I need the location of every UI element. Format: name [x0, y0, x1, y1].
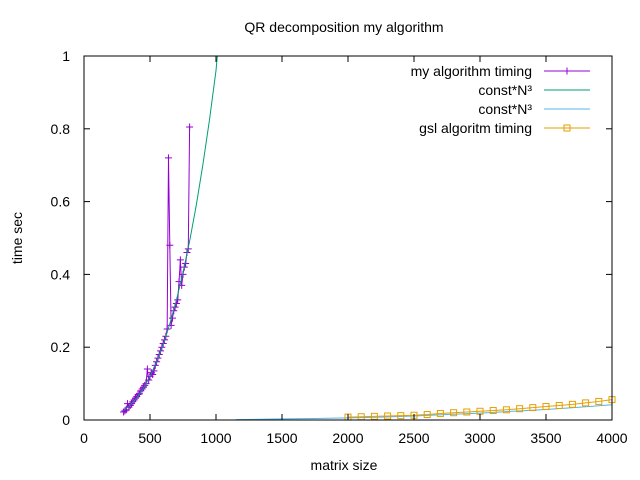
data-point [555, 401, 563, 409]
series-0 [120, 123, 194, 416]
x-tick-label: 3500 [530, 430, 561, 446]
x-axis: 0 500 1000 1500 2000 2500 3000 3500 4000 [80, 56, 628, 446]
y-axis: 0 0.2 0.4 0.6 0.8 1 [51, 48, 612, 428]
x-tick-label: 2500 [398, 430, 429, 446]
y-axis-label: time sec [9, 212, 25, 264]
data-point [134, 391, 142, 399]
data-point [164, 154, 172, 162]
x-tick-label: 0 [80, 430, 88, 446]
legend-marker [563, 67, 571, 75]
data-point [174, 296, 182, 304]
data-point [529, 404, 537, 412]
data-point [143, 365, 151, 373]
data-point [595, 397, 603, 405]
x-axis-label: matrix size [311, 457, 378, 473]
data-point [166, 241, 174, 249]
x-tick-label: 2000 [332, 430, 363, 446]
data-point [131, 394, 139, 402]
series-line [347, 399, 613, 418]
data-point [178, 281, 186, 289]
data-point [176, 256, 184, 264]
x-tick-label: 4000 [596, 430, 627, 446]
data-point [423, 411, 431, 419]
legend-label: gsl algoritm timing [419, 120, 532, 136]
data-point [450, 409, 458, 417]
data-point [125, 403, 133, 411]
data-point [568, 400, 576, 408]
x-tick-label: 3000 [464, 430, 495, 446]
data-point [137, 387, 145, 395]
data-point [370, 412, 378, 420]
data-point [489, 407, 497, 415]
legend: my algorithm timing const*N³ const*N³ gsl a… [411, 63, 590, 136]
x-tick-label: 1000 [200, 430, 231, 446]
data-point [145, 376, 153, 384]
data-point [502, 406, 510, 414]
data-point [436, 409, 444, 417]
x-tick-label: 1500 [266, 430, 297, 446]
y-tick-label: 0 [62, 412, 70, 428]
legend-label: my algorithm timing [411, 63, 532, 79]
data-point [582, 399, 590, 407]
y-tick-label: 0.8 [51, 121, 71, 137]
data-point [542, 403, 550, 411]
data-point [138, 385, 146, 393]
chart-title: QR decomposition my algorithm [244, 19, 443, 35]
data-point [516, 405, 524, 413]
data-point [139, 383, 147, 391]
data-point [384, 412, 392, 420]
plot-frame [83, 55, 613, 421]
plot-series [120, 55, 616, 421]
legend-label: const*N³ [478, 101, 532, 117]
data-point [186, 123, 194, 131]
data-point [463, 408, 471, 416]
legend-marker [563, 124, 571, 132]
x-tick-label: 500 [138, 430, 162, 446]
series-1 [123, 55, 218, 411]
y-tick-label: 0.2 [51, 339, 71, 355]
data-point [175, 278, 183, 286]
legend-label: const*N³ [478, 82, 532, 98]
series-line [123, 126, 191, 413]
y-tick-label: 0.4 [51, 266, 71, 282]
y-tick-label: 0.6 [51, 194, 71, 210]
data-point [397, 412, 405, 420]
data-point [121, 407, 129, 415]
series-line [123, 55, 218, 411]
y-tick-label: 1 [62, 48, 70, 64]
data-point [167, 321, 175, 329]
